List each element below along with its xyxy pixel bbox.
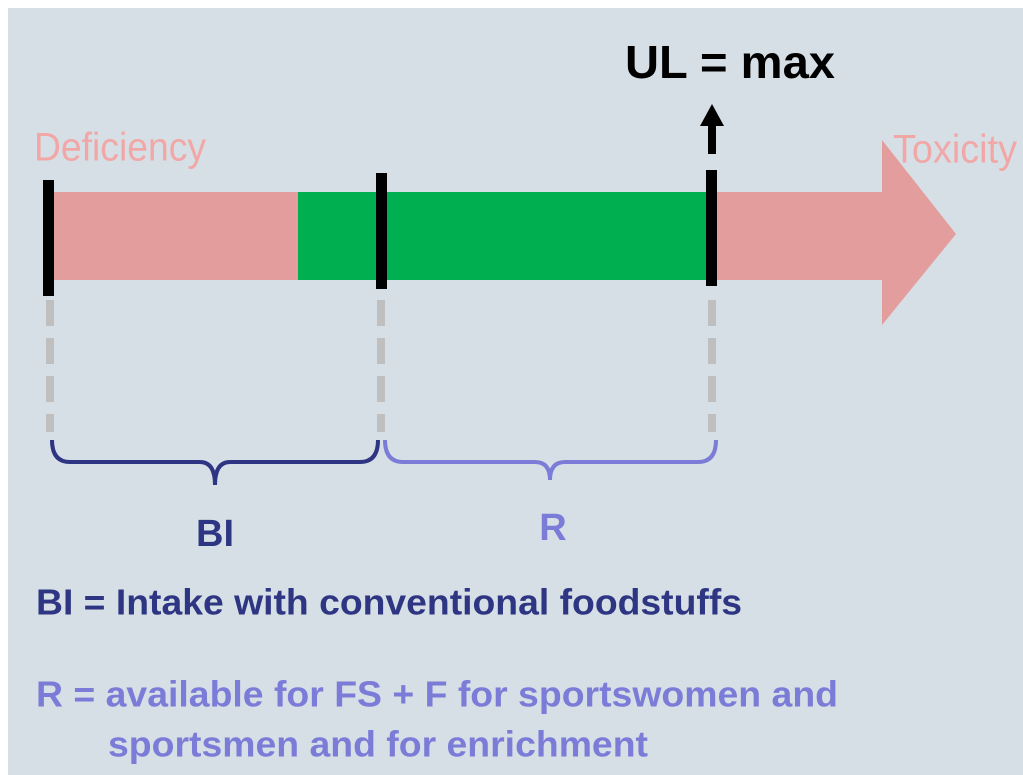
- deficiency-label: Deficiency: [34, 126, 206, 170]
- toxicity-arrow: [712, 140, 956, 325]
- background: [8, 8, 1023, 775]
- marker: [376, 173, 387, 289]
- title: UL = max: [625, 36, 835, 88]
- r-definition: sportsmen and for enrichment: [108, 724, 648, 765]
- marker: [706, 170, 717, 286]
- brace-r: [383, 439, 718, 481]
- bi-label: BI: [196, 513, 234, 555]
- safe-zone: [298, 192, 714, 280]
- toxicity-label: Toxicity: [893, 128, 1017, 172]
- marker: [43, 180, 54, 296]
- brace-bi: [50, 439, 380, 486]
- up-arrow-head: [700, 104, 724, 126]
- guides: [46, 300, 716, 432]
- bi-definition: BI = Intake with conventional foodstuffs: [36, 582, 742, 623]
- r-label: R: [539, 507, 566, 549]
- deficiency-zone: [48, 192, 300, 280]
- r-definition: R = available for FS + F for sportswomen…: [36, 674, 838, 715]
